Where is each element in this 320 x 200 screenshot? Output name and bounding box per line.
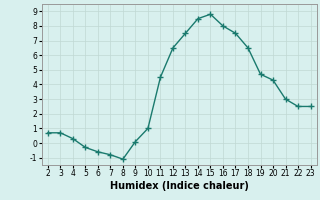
X-axis label: Humidex (Indice chaleur): Humidex (Indice chaleur): [110, 181, 249, 191]
